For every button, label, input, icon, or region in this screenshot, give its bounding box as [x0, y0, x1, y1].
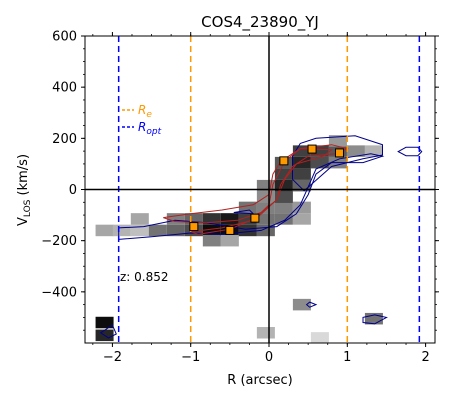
pv-pixel	[238, 201, 257, 214]
pv-pixel	[292, 145, 311, 157]
pv-pixel	[202, 234, 221, 247]
y-axis-label: VLOS (km/s)	[16, 154, 33, 226]
pv-pixel	[292, 168, 311, 180]
pv-pixel	[95, 316, 114, 329]
pv-pixel	[292, 298, 311, 311]
x-tick-label: 1	[343, 350, 351, 365]
data-contour	[397, 146, 423, 157]
pv-pixel	[112, 224, 131, 237]
pv-pixel	[220, 234, 239, 247]
pv-pixel	[166, 224, 185, 237]
pv-pixel	[310, 332, 329, 343]
plot-area	[85, 36, 435, 343]
legend-re-main: R	[138, 103, 146, 117]
pv-pixel	[95, 224, 114, 237]
pv-pixel	[274, 179, 293, 192]
pv-pixel	[256, 327, 275, 339]
legend-re-label: Re	[138, 103, 152, 120]
data-contour	[362, 314, 388, 325]
x-tick-label: 2	[421, 350, 429, 365]
pv-pixel	[130, 224, 149, 237]
y-tick-label: 400	[52, 81, 77, 96]
model-contour	[190, 148, 333, 235]
y-axis-label-main: V	[16, 217, 31, 226]
pv-pixel	[166, 213, 185, 225]
plot-content	[85, 36, 435, 343]
rotation-curve-marker	[189, 222, 199, 232]
y-tick-label: 200	[52, 132, 77, 147]
rotation-curve-marker	[225, 225, 235, 235]
redshift-annotation: z: 0.852	[120, 270, 169, 284]
pv-pixel	[292, 179, 311, 192]
pv-pixel	[310, 145, 329, 157]
pv-pixel	[202, 224, 221, 237]
x-axis-label: R (arcsec)	[227, 373, 292, 388]
y-axis-label-sub: LOS	[23, 199, 33, 217]
pv-pixel	[310, 156, 329, 169]
pv-pixel	[292, 201, 311, 214]
data-contour	[99, 324, 117, 339]
pv-pixel	[148, 224, 167, 237]
pv-pixel	[184, 213, 203, 225]
rotation-curve-marker	[307, 144, 317, 154]
pv-pixel	[256, 224, 275, 237]
legend: Re Ropt	[122, 103, 162, 137]
axes: −2 −1 0 1 2 −400 −200 0 200 400 600	[41, 30, 439, 365]
pv-pixel	[292, 213, 311, 225]
legend-ropt-sub: opt	[146, 127, 161, 137]
pv-pixel	[202, 213, 221, 225]
pv-pixel	[220, 213, 239, 225]
y-tick-label: −200	[41, 234, 77, 249]
chart-title: COS4_23890_YJ	[201, 13, 319, 32]
y-tick-label: −400	[41, 285, 77, 300]
pv-pixel	[274, 168, 293, 180]
data-contour	[233, 209, 255, 215]
rotation-curve-marker	[334, 148, 344, 158]
pv-pixel	[256, 179, 275, 192]
data-contour	[305, 301, 318, 308]
rotation-curve-marker	[250, 213, 260, 223]
pv-pixel	[364, 312, 383, 325]
pv-pixel	[346, 145, 365, 157]
pv-pixel	[238, 213, 257, 225]
pv-pixel	[274, 191, 293, 203]
x-tick-label: 0	[265, 350, 273, 365]
y-tick-label: 0	[69, 183, 77, 198]
legend-ropt-label: Ropt	[138, 120, 162, 137]
pv-pixel	[364, 145, 383, 157]
rotation-curve-marker	[279, 156, 289, 166]
pv-pixel	[238, 224, 257, 237]
pv-pixel	[130, 213, 149, 225]
legend-ropt-main: R	[138, 120, 146, 134]
pv-pixel	[274, 213, 293, 225]
x-tick-label: −2	[103, 350, 122, 365]
pv-pixel	[328, 135, 347, 147]
x-tick-label: −1	[181, 350, 200, 365]
data-contour	[292, 135, 383, 192]
y-axis-label-unit: (km/s)	[16, 154, 31, 200]
pv-pixel	[274, 201, 293, 214]
pv-pixel	[256, 213, 275, 225]
y-tick-label: 600	[52, 30, 77, 45]
legend-re-sub: e	[146, 110, 152, 120]
